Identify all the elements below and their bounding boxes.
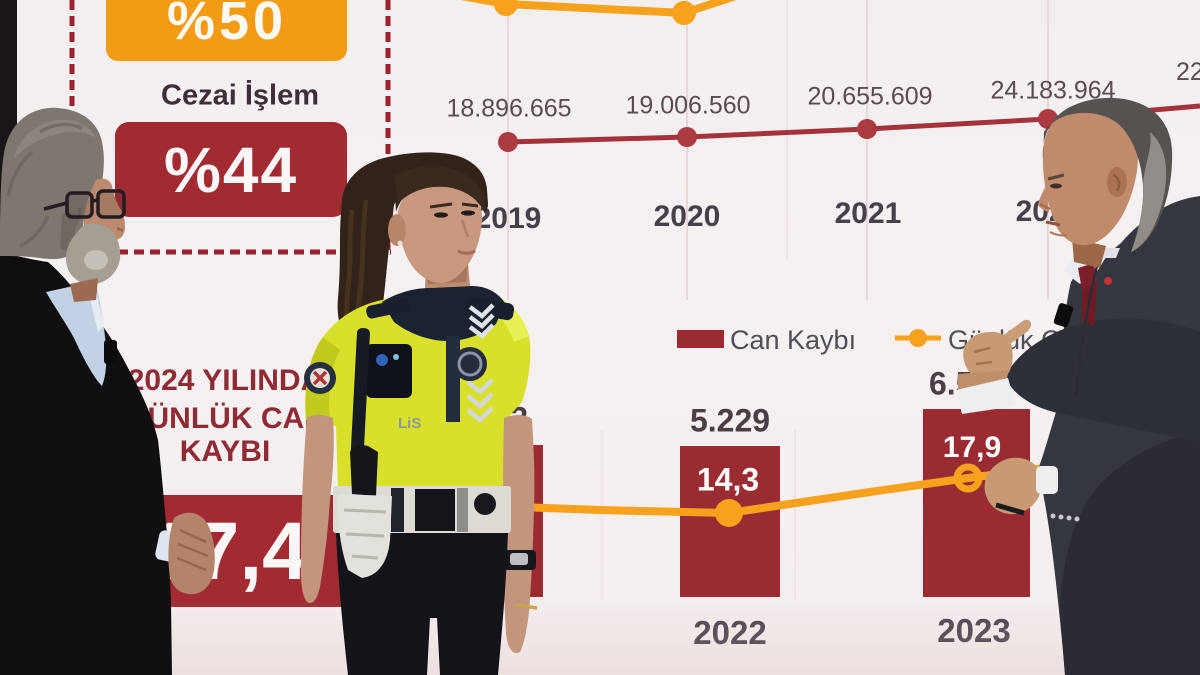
svg-text:LiS: LiS [398, 415, 421, 432]
